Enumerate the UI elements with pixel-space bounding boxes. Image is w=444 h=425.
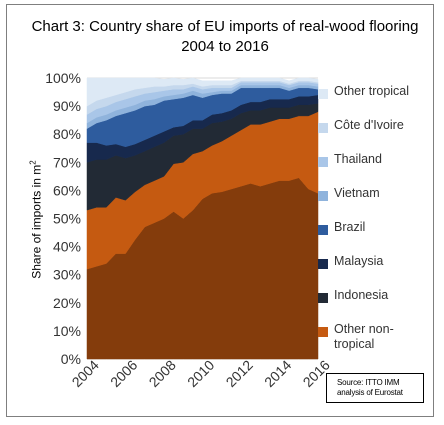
legend-swatch bbox=[318, 259, 328, 269]
legend-swatch bbox=[318, 327, 328, 337]
legend-swatch bbox=[318, 191, 328, 201]
area-series-group bbox=[86, 77, 319, 360]
y-tick-label: 20% bbox=[53, 295, 81, 311]
x-tick-label: 2014 bbox=[261, 357, 294, 390]
legend-item: Indonesia bbox=[318, 288, 433, 322]
legend-swatch bbox=[318, 293, 328, 303]
y-tick-label: 100% bbox=[45, 70, 81, 86]
legend-label: Other non-tropical bbox=[334, 322, 394, 351]
x-tick-labels: 2004 2006 2008 2010 2012 2014 2016 bbox=[69, 357, 333, 390]
y-tick-label: 70% bbox=[53, 154, 81, 170]
legend-swatch bbox=[318, 89, 328, 99]
x-tick-label: 2006 bbox=[107, 357, 140, 390]
legend-item: Malaysia bbox=[318, 254, 433, 288]
legend-swatch bbox=[318, 157, 328, 167]
source-line-1: Source: ITTO IMM bbox=[337, 378, 400, 387]
legend-item: Côte d'Ivoire bbox=[318, 118, 433, 152]
legend-item: Other non-tropical bbox=[318, 322, 433, 356]
legend-item: Brazil bbox=[318, 220, 433, 254]
legend-item: Vietnam bbox=[318, 186, 433, 220]
y-tick-label: 40% bbox=[53, 239, 81, 255]
chart-title: Chart 3: Country share of EU imports of … bbox=[31, 18, 419, 55]
x-tick-label: 2012 bbox=[223, 357, 256, 390]
legend-label: Indonesia bbox=[334, 288, 389, 302]
legend-label: Côte d'Ivoire bbox=[334, 118, 404, 132]
y-tick-label: 90% bbox=[53, 98, 81, 114]
y-tick-label: 50% bbox=[53, 211, 81, 227]
y-tick-label: 0% bbox=[61, 351, 81, 367]
y-tick-label: 80% bbox=[53, 126, 81, 142]
y-tick-label: 30% bbox=[53, 267, 81, 283]
legend-swatch bbox=[318, 225, 328, 235]
legend-label: Brazil bbox=[334, 220, 366, 234]
legend-item: Thailand bbox=[318, 152, 433, 186]
source-line-2: analysis of Eurostat bbox=[337, 388, 403, 397]
x-tick-label: 2010 bbox=[184, 357, 217, 390]
legend-label: Thailand bbox=[334, 152, 382, 166]
legend-item: Other tropical bbox=[318, 84, 433, 118]
y-tick-label: 60% bbox=[53, 182, 81, 198]
legend-label: Vietnam bbox=[334, 186, 380, 200]
legend-label: Other tropical bbox=[334, 84, 410, 98]
y-tick-labels: 0% 10% 20% 30% 40% 50% 60% 70% 80% 90% 100% bbox=[45, 70, 81, 367]
y-tick-label: 10% bbox=[53, 323, 81, 339]
area-series-other-tropical bbox=[86, 77, 319, 107]
source-note: Source: ITTO IMM analysis of Eurostat bbox=[326, 373, 424, 403]
legend-label: Malaysia bbox=[334, 254, 384, 268]
legend-swatch bbox=[318, 123, 328, 133]
x-tick-label: 2008 bbox=[146, 357, 179, 390]
